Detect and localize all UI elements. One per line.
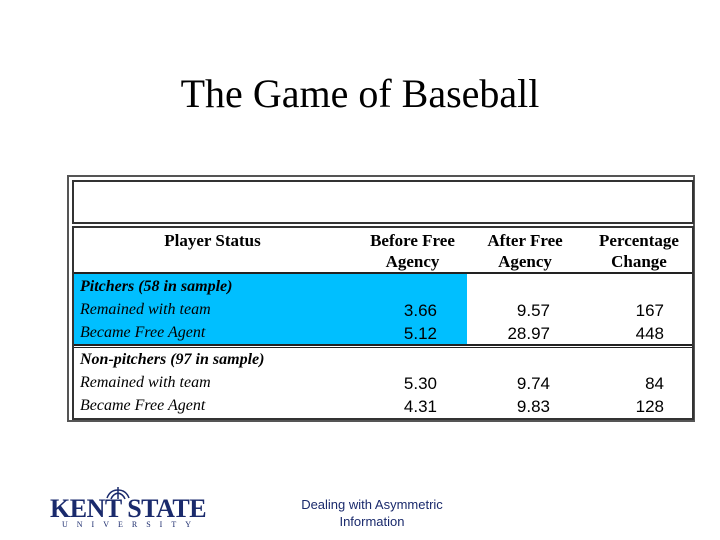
cell-value: 28.97 bbox=[507, 324, 550, 343]
column-header: Percentage Change bbox=[599, 231, 679, 271]
column-header: Before Free Agency bbox=[370, 231, 455, 271]
column-header: After Free Agency bbox=[487, 231, 563, 271]
group-label: Non-pitchers (97 in sample) bbox=[80, 351, 265, 368]
cell-value: 9.57 bbox=[516, 301, 550, 320]
table-frame bbox=[67, 175, 695, 422]
logo-name: KENT STATE bbox=[50, 494, 207, 523]
cell-value: 5.30 bbox=[403, 374, 437, 393]
cell-value: 167 bbox=[635, 301, 664, 320]
cell-value: 84 bbox=[645, 374, 664, 393]
row-label: Became Free Agent bbox=[80, 397, 206, 414]
cell-value: 4.31 bbox=[403, 397, 437, 416]
column-header: Player Status bbox=[164, 231, 261, 250]
separator bbox=[74, 347, 692, 348]
highlight bbox=[74, 273, 467, 345]
row-label: Remained with team bbox=[80, 374, 211, 391]
separator bbox=[74, 272, 692, 274]
cell-value: 9.74 bbox=[516, 374, 550, 393]
footer-text: Dealing with Asymmetric Information bbox=[301, 497, 443, 529]
table-caption-box bbox=[72, 180, 694, 224]
cell-value: 9.83 bbox=[516, 397, 550, 416]
cell-value: 448 bbox=[635, 324, 664, 343]
cell-value: 128 bbox=[635, 397, 664, 416]
logo-icon bbox=[106, 487, 130, 500]
group-label: Pitchers (58 in sample) bbox=[80, 278, 233, 295]
cell-value: 5.12 bbox=[403, 324, 437, 343]
slide-title: The Game of Baseball bbox=[180, 71, 540, 116]
row-label: Remained with team bbox=[80, 301, 211, 318]
table-box bbox=[72, 226, 694, 420]
separator bbox=[74, 344, 692, 346]
cell-value: 3.66 bbox=[403, 301, 437, 320]
logo-subtitle: UNIVERSITY bbox=[62, 520, 200, 529]
row-label: Became Free Agent bbox=[80, 324, 206, 341]
